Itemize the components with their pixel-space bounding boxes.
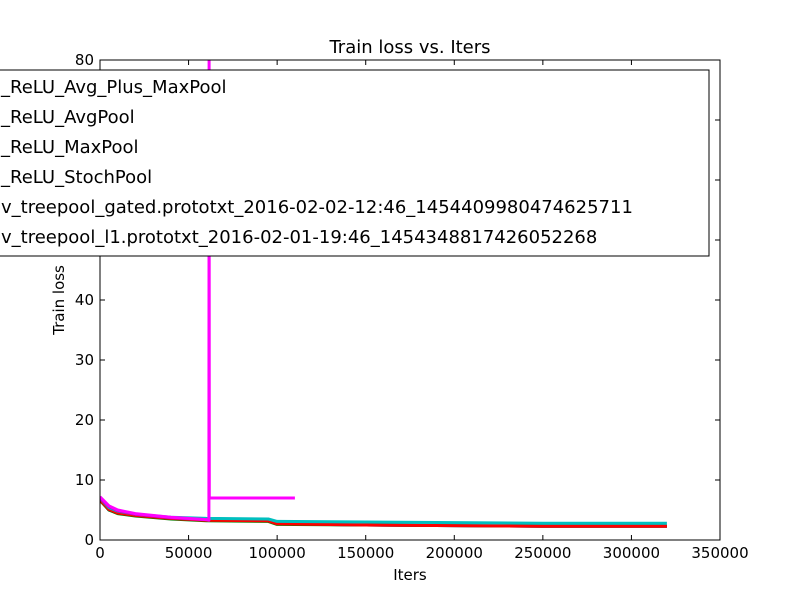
legend: _ReLU_Avg_Plus_MaxPool _ReLU_AvgPool _ReLU… xyxy=(0,69,710,257)
x-tick-label: 50000 xyxy=(165,544,213,562)
x-tick-label: 150000 xyxy=(337,544,394,562)
x-tick-label: 250000 xyxy=(514,544,571,562)
y-tick-label: 0 xyxy=(84,531,94,549)
x-axis-label: Iters xyxy=(393,566,427,584)
series-line xyxy=(100,498,667,528)
y-tick-label: 40 xyxy=(75,291,94,309)
x-axis: 0 50000 100000 150000 200000 250000 300000 3500… xyxy=(95,60,749,562)
chart-title: Train loss vs. Iters xyxy=(328,37,490,58)
legend-entry: _ReLU_AvgPool xyxy=(0,107,135,128)
y-axis-label: Train loss xyxy=(50,265,68,336)
legend-entry: v_treepool_l1.prototxt_2016-02-01-19:46_… xyxy=(1,227,597,248)
y-tick-label: 20 xyxy=(75,411,94,429)
legend-entry: v_treepool_gated.prototxt_2016-02-02-12:… xyxy=(1,197,633,218)
x-tick-label: 350000 xyxy=(691,544,748,562)
y-tick-label: 30 xyxy=(75,351,94,369)
y-tick-label: 80 xyxy=(75,51,94,69)
series-layer xyxy=(100,60,667,528)
x-tick-label: 300000 xyxy=(603,544,660,562)
legend-entry: _ReLU_Avg_Plus_MaxPool xyxy=(0,77,227,98)
legend-entry: _ReLU_StochPool xyxy=(0,167,152,188)
x-tick-label: 200000 xyxy=(426,544,483,562)
x-tick-label: 0 xyxy=(95,544,105,562)
x-tick-label: 100000 xyxy=(249,544,306,562)
series-line xyxy=(100,60,295,522)
legend-entry: _ReLU_MaxPool xyxy=(0,137,139,158)
legend-box xyxy=(0,69,710,257)
y-tick-label: 10 xyxy=(75,471,94,489)
